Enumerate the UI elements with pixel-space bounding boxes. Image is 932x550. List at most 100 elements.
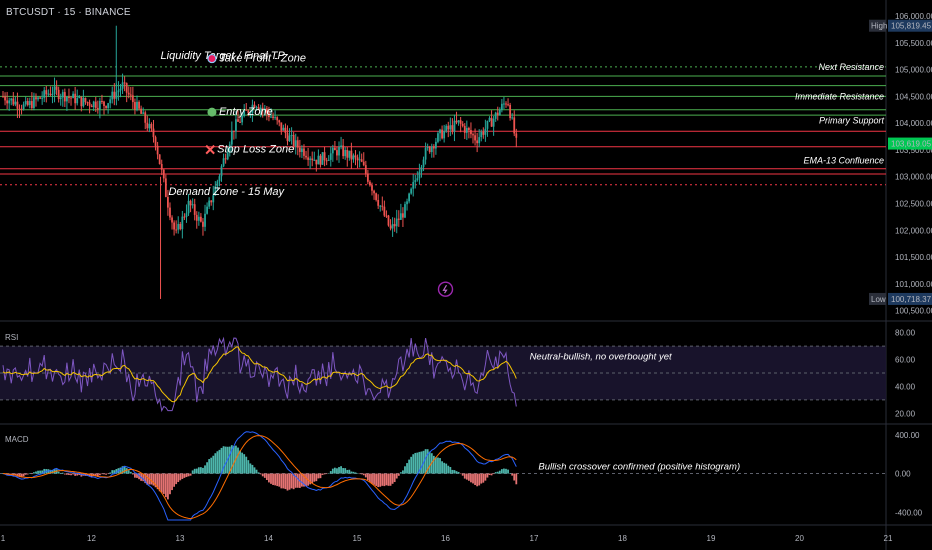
candle-body: [191, 204, 194, 206]
macd-histogram-bar: [418, 451, 421, 474]
candle-body: [375, 193, 378, 200]
macd-histogram-bar: [381, 473, 384, 486]
candle-body: [127, 92, 130, 95]
macd-histogram-bar: [402, 470, 404, 474]
candle-body: [199, 216, 202, 222]
macd-histogram-bar: [24, 473, 27, 475]
candle-body: [301, 148, 303, 152]
macd-histogram-bar: [333, 467, 336, 474]
candle-body: [478, 137, 481, 144]
rsi-tick-label: 20.00: [895, 409, 916, 418]
macd-histogram-bar: [195, 468, 198, 474]
macd-histogram-bar: [408, 459, 411, 474]
rsi-label: RSI: [5, 333, 18, 342]
macd-histogram-bar: [377, 473, 380, 488]
candle-body: [158, 154, 161, 165]
candle-body: [216, 181, 219, 187]
last-price-tag-bg: [888, 137, 932, 150]
candle-body: [416, 178, 419, 181]
candle-body: [319, 155, 322, 165]
candle-body: [418, 171, 421, 179]
macd-histogram-bar: [199, 467, 202, 474]
candle-body: [134, 102, 136, 110]
candle-body: [171, 217, 173, 223]
macd-histogram-bar: [59, 472, 62, 474]
macd-histogram-bar: [387, 473, 390, 486]
macd-histogram-bar: [243, 454, 246, 474]
candle-body: [455, 120, 458, 123]
candle-body: [480, 132, 483, 138]
candle-body: [426, 147, 429, 149]
candle-body: [498, 109, 501, 116]
macd-histogram-bar: [74, 473, 77, 476]
candle-body: [183, 216, 186, 218]
price-tick-label: 101,500.00: [895, 253, 932, 262]
macd-histogram-bar: [107, 473, 110, 475]
macd-histogram-bar: [134, 473, 136, 478]
candle-body: [298, 147, 301, 152]
symbol-title: BTCUSDT · 15 · BINANCE: [6, 7, 131, 18]
macd-note: Bullish crossover confirmed (positive hi…: [538, 462, 740, 473]
macd-histogram-bar: [360, 473, 363, 475]
macd-histogram-bar: [239, 450, 241, 474]
macd-histogram-bar: [35, 471, 37, 474]
macd-histogram-bar: [313, 473, 316, 482]
macd-histogram-bar: [311, 473, 314, 484]
lightning-icon: [437, 281, 454, 297]
macd-histogram-bar: [78, 473, 81, 476]
candle-body: [274, 117, 277, 119]
candle-body: [451, 125, 454, 132]
candle-body: [467, 128, 470, 131]
candle-body: [140, 108, 143, 114]
macd-histogram-bar: [185, 473, 188, 478]
macd-histogram-bar: [329, 471, 332, 474]
macd-histogram-bar: [455, 471, 458, 474]
candle-body: [212, 195, 215, 203]
chart-annotation: Stop Loss Zone: [217, 144, 294, 156]
macd-histogram-bar: [348, 469, 351, 474]
candle-body: [177, 223, 180, 230]
candle-body: [8, 100, 11, 104]
candle-body: [488, 117, 491, 121]
macd-histogram-bar: [259, 473, 262, 475]
candle-body: [167, 196, 169, 208]
macd-histogram-bar: [373, 473, 375, 485]
candle-body: [333, 147, 336, 151]
time-tick-label: 15: [353, 534, 362, 543]
low-tag-bg: [888, 292, 932, 305]
candle-body: [245, 109, 248, 111]
candle-body: [107, 103, 110, 108]
macd-histogram-bar: [498, 470, 501, 474]
candle-body: [255, 107, 258, 109]
macd-histogram-bar: [371, 473, 373, 484]
candle-body: [109, 99, 112, 104]
macd-histogram-bar: [265, 473, 268, 481]
macd-histogram-bar: [410, 456, 413, 474]
candle-body: [329, 153, 332, 160]
macd-histogram-bar: [500, 469, 503, 474]
candle-body: [197, 216, 200, 221]
time-tick-label: 12: [87, 534, 96, 543]
macd-histogram-bar: [255, 469, 258, 474]
candle-body: [80, 96, 83, 107]
candle-body: [224, 158, 227, 160]
macd-histogram-bar: [513, 473, 516, 481]
candle-body: [179, 223, 182, 230]
macd-histogram-bar: [435, 457, 437, 474]
time-tick-label: 1: [1, 534, 6, 543]
candle-body: [443, 131, 446, 139]
candle-body: [10, 98, 13, 101]
rsi-tick-label: 40.00: [895, 382, 916, 391]
macd-histogram-bar: [47, 469, 50, 474]
candle-body: [4, 96, 6, 101]
candle-body: [439, 129, 441, 134]
macd-histogram-bar: [375, 473, 378, 486]
macd-histogram-bar: [61, 472, 64, 474]
macd-histogram-bar: [445, 463, 448, 474]
candle-body: [33, 97, 35, 108]
macd-histogram-bar: [121, 466, 124, 474]
macd-histogram-bar: [449, 467, 452, 474]
candle-body: [113, 91, 116, 99]
candle-body: [232, 130, 235, 132]
